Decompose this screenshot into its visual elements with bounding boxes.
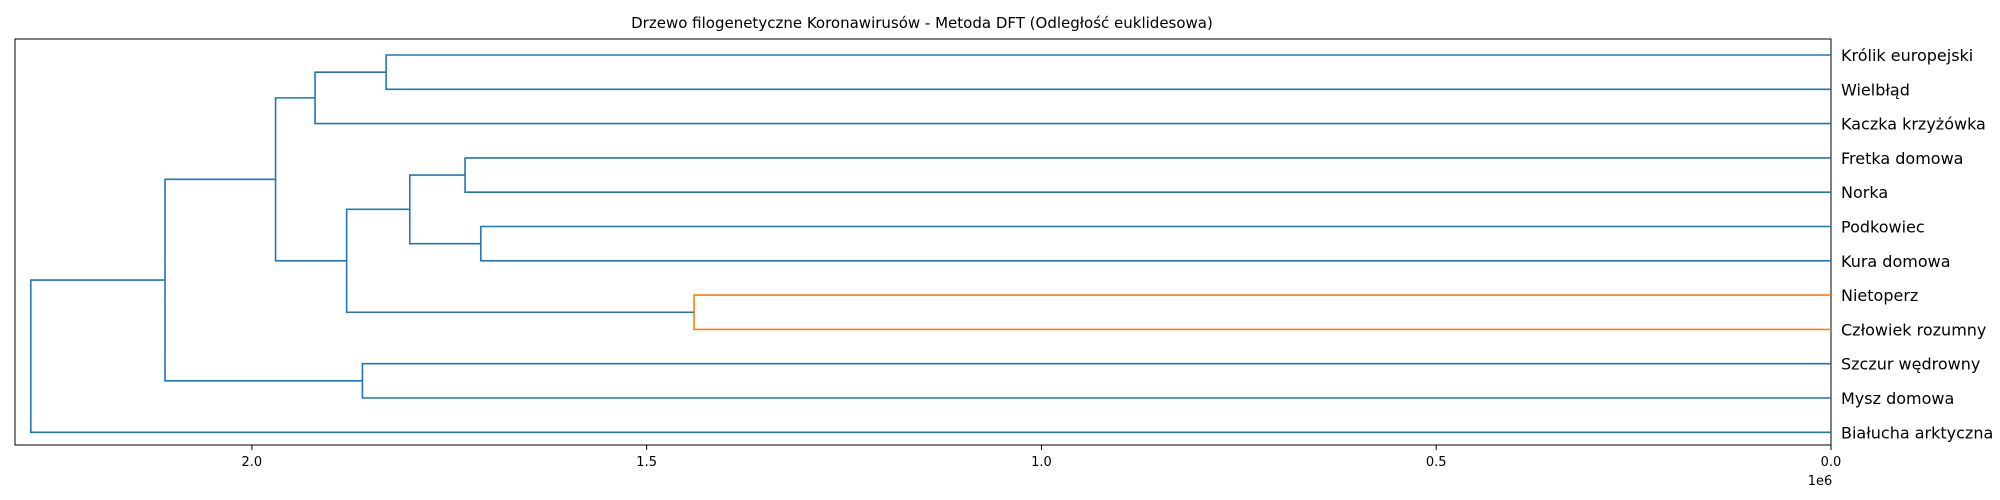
leaf-label: Kura domowa (1841, 252, 1951, 271)
leaf-label: Królik europejski (1841, 46, 1973, 65)
dendrogram-link (385, 54, 1831, 91)
dendrogram-link (314, 71, 1831, 125)
dendrogram-link (408, 174, 481, 245)
leaf-label: Nietoperz (1841, 286, 1918, 305)
dendrogram-link (693, 294, 1831, 331)
dendrogram-link (164, 178, 363, 382)
x-axis-tick-label: 0.0 (1821, 455, 1842, 470)
leaf-label: Norka (1841, 183, 1888, 202)
dendrogram-link (274, 97, 347, 262)
x-axis-tick-label: 2.0 (242, 455, 263, 470)
x-axis-tick-label: 1.0 (1031, 455, 1052, 470)
leaf-label: Białucha arktyczna (1841, 423, 1993, 442)
x-axis-tick-label: 1.5 (636, 455, 657, 470)
dendrogram-link (29, 279, 1831, 434)
dendrogram-link (361, 362, 1831, 399)
plot-frame (14, 38, 1832, 446)
leaf-labels: Królik europejski Wielbłąd Kaczka krzyżówk… (1841, 46, 1993, 442)
x-axis-tick-label: 0.5 (1426, 455, 1447, 470)
leaf-label: Mysz domowa (1841, 389, 1954, 408)
leaf-label: Podkowiec (1841, 218, 1925, 237)
leaf-label: Fretka domowa (1841, 149, 1963, 168)
x-axis-offset-label: 1e6 (1808, 474, 1833, 489)
leaf-label: Kaczka krzyżówka (1841, 115, 1986, 134)
dendrogram-link (464, 157, 1831, 193)
x-axis: 2.0 1.5 1.0 0.5 0.0 (242, 445, 1842, 470)
dendrogram-links (29, 54, 1831, 434)
leaf-label: Wielbłąd (1841, 80, 1910, 99)
leaf-label: Człowiek rozumny (1841, 320, 1986, 339)
dendrogram-link (480, 225, 1831, 262)
chart-title: Drzewo filogenetyczne Koronawirusów - Me… (631, 14, 1213, 32)
leaf-label: Szczur wędrowny (1841, 355, 1980, 374)
